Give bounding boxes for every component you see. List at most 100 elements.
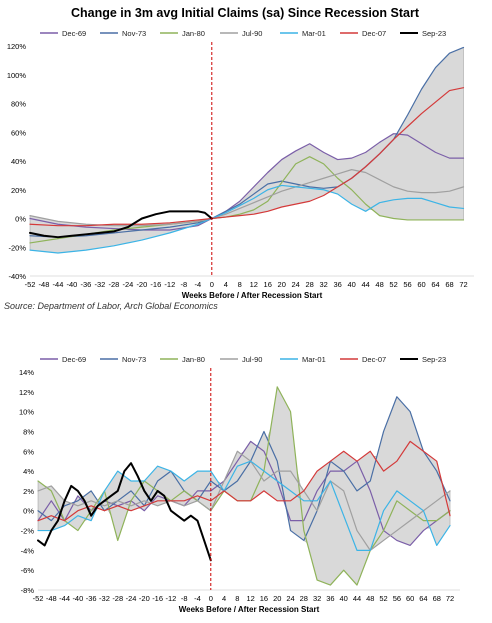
- legend-label-sep-23: Sep-23: [422, 355, 446, 364]
- x-tick-label: 28: [300, 594, 308, 603]
- x-tick-label: -12: [165, 594, 176, 603]
- x-tick-label: 60: [417, 280, 425, 289]
- y-tick-label: -2%: [21, 527, 35, 536]
- x-tick-label: -52: [25, 280, 36, 289]
- x-axis-label: Weeks Before / After Recession Start: [182, 291, 323, 300]
- legend-label-jan-80: Jan-80: [182, 29, 205, 38]
- x-tick-label: -40: [67, 280, 78, 289]
- x-tick-label: 68: [445, 280, 453, 289]
- x-tick-label: 16: [260, 594, 268, 603]
- x-tick-label: 40: [340, 594, 348, 603]
- x-tick-label: -48: [39, 280, 50, 289]
- y-tick-label: 100%: [7, 71, 27, 80]
- y-tick-label: 2%: [23, 487, 34, 496]
- x-tick-label: 8: [238, 280, 242, 289]
- x-tick-label: 20: [278, 280, 286, 289]
- x-tick-label: -24: [122, 280, 133, 289]
- x-tick-label: -36: [86, 594, 97, 603]
- x-tick-label: 56: [403, 280, 411, 289]
- x-tick-label: 8: [235, 594, 239, 603]
- x-axis: -52 -48 -44 -40 -36 -32 -28 -24 -20 -16 -12 -8 -4 0 4 8…: [25, 275, 474, 289]
- y-tick-label: 120%: [7, 42, 27, 51]
- x-tick-label: 12: [250, 280, 258, 289]
- x-tick-label: -24: [126, 594, 137, 603]
- legend-label-nov-73: Nov-73: [122, 355, 146, 364]
- x-tick-label: 32: [313, 594, 321, 603]
- x-tick-label: 72: [459, 280, 467, 289]
- series-line-dec-07: [37, 440, 451, 522]
- x-tick-label: 36: [333, 280, 341, 289]
- y-tick-label: 20%: [11, 186, 26, 195]
- x-tick-label: -40: [72, 594, 83, 603]
- range-band: [37, 386, 451, 586]
- x-tick-label: -32: [99, 594, 110, 603]
- x-tick-label: 24: [292, 280, 300, 289]
- x-tick-label: 20: [273, 594, 281, 603]
- x-tick-label: -8: [180, 280, 187, 289]
- y-tick-label: -8%: [21, 586, 35, 595]
- x-tick-label: 0: [210, 280, 214, 289]
- y-tick-label: -4%: [21, 546, 35, 555]
- x-tick-label: -20: [136, 280, 147, 289]
- x-tick-label: 36: [326, 594, 334, 603]
- x-tick-label: -16: [152, 594, 163, 603]
- x-tick-label: 72: [446, 594, 454, 603]
- x-tick-label: 48: [366, 594, 374, 603]
- legend-label-dec-69: Dec-69: [62, 355, 86, 364]
- x-tick-label: -8: [181, 594, 188, 603]
- x-tick-label: 44: [353, 594, 361, 603]
- range-band: [29, 47, 464, 254]
- y-tick-label: 6%: [23, 447, 34, 456]
- x-tick-label: 52: [389, 280, 397, 289]
- series-lines: [37, 386, 451, 586]
- series-lines: [29, 46, 465, 254]
- y-tick-label: 0%: [23, 507, 34, 516]
- series-line-nov-73: [37, 396, 451, 542]
- legend-label-mar-01: Mar-01: [302, 355, 326, 364]
- series-line-nov-73: [29, 46, 465, 238]
- x-tick-label: 16: [264, 280, 272, 289]
- x-tick-label: 68: [433, 594, 441, 603]
- band-area: [37, 386, 451, 586]
- series-line-sep-23: [37, 462, 212, 562]
- x-tick-label: 56: [393, 594, 401, 603]
- x-tick-label: -36: [81, 280, 92, 289]
- x-tick-label: 4: [222, 594, 226, 603]
- x-tick-label: -16: [150, 280, 161, 289]
- x-tick-label: -32: [94, 280, 105, 289]
- x-tick-label: 0: [209, 594, 213, 603]
- x-tick-label: 52: [379, 594, 387, 603]
- legend-label-nov-73: Nov-73: [122, 29, 146, 38]
- y-tick-label: -20%: [8, 243, 26, 252]
- x-tick-label: 48: [375, 280, 383, 289]
- legend-label-mar-01: Mar-01: [302, 29, 326, 38]
- y-tick-label: 4%: [23, 467, 34, 476]
- legend-label-dec-69: Dec-69: [62, 29, 86, 38]
- x-tick-label: 4: [224, 280, 228, 289]
- series-line-sep-23: [29, 210, 213, 239]
- top-chart: Change in 3m avg Initial Claims (sa) Sin…: [7, 6, 474, 300]
- y-tick-label: 60%: [11, 128, 26, 137]
- x-tick-label: -44: [53, 280, 64, 289]
- band-area: [29, 47, 464, 254]
- x-tick-label: 28: [306, 280, 314, 289]
- y-tick-label: 0%: [15, 215, 26, 224]
- x-tick-label: -4: [194, 594, 201, 603]
- x-tick-label: 24: [286, 594, 294, 603]
- x-tick-label: 32: [319, 280, 327, 289]
- series-line-jul-90: [29, 169, 465, 227]
- x-axis: -52 -48 -44 -40 -36 -32 -28 -24 -20 -16 -12 -8 -4 0 4 8…: [33, 589, 460, 603]
- series-line-jan-80: [29, 156, 465, 244]
- bottom-chart: Dec-69 Nov-73 Jan-80 Jul-90 Mar-01 Dec-07 Sep-…: [19, 355, 460, 614]
- legend-label-jul-90: Jul-90: [242, 355, 262, 364]
- x-tick-label: 44: [361, 280, 369, 289]
- legend-label-dec-07: Dec-07: [362, 29, 386, 38]
- series-line-jul-90: [37, 450, 451, 551]
- series-line-mar-01: [37, 460, 451, 551]
- x-tick-label: -28: [112, 594, 123, 603]
- y-tick-label: 40%: [11, 157, 26, 166]
- y-tick-label: 14%: [19, 368, 34, 377]
- x-tick-label: -12: [164, 280, 175, 289]
- chart-title: Change in 3m avg Initial Claims (sa) Sin…: [71, 6, 420, 20]
- legend-label-jul-90: Jul-90: [242, 29, 262, 38]
